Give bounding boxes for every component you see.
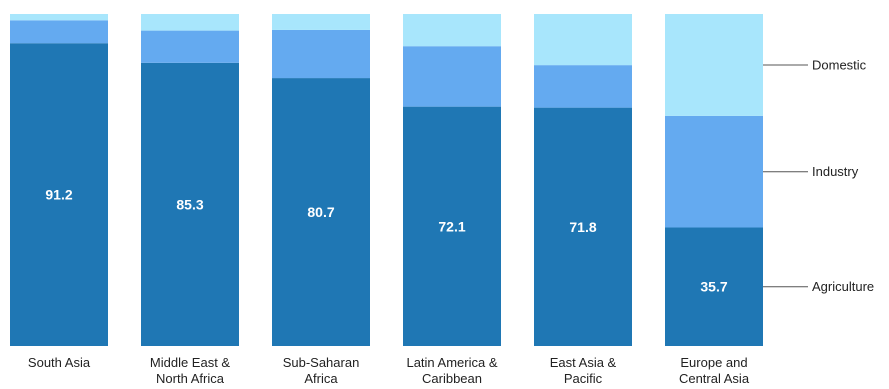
category-label-europe-and-central-asia-line2: Central Asia: [679, 371, 750, 386]
value-label-middle-east-and-north-africa: 85.3: [176, 196, 203, 212]
value-label-sub-saharan-africa: 80.7: [307, 204, 334, 220]
category-label-sub-saharan-africa-line2: Africa: [304, 371, 338, 386]
bar-latin-america-and-caribbean-industry: [403, 46, 501, 107]
category-label-east-asia-and-pacific-line2: Pacific: [564, 371, 603, 386]
bar-latin-america-and-caribbean-domestic: [403, 14, 501, 47]
category-label-sub-saharan-africa-line1: Sub-Saharan: [283, 355, 360, 370]
bar-east-asia-and-pacific-industry: [534, 65, 632, 108]
legend-label-domestic: Domestic: [812, 57, 867, 72]
bar-east-asia-and-pacific-agriculture: [534, 107, 632, 347]
category-label-middle-east-and-north-africa-line2: North Africa: [156, 371, 225, 386]
bar-latin-america-and-caribbean-agriculture: [403, 106, 501, 347]
bar-south-asia-industry: [10, 20, 108, 44]
category-label-latin-america-and-caribbean-line2: Caribbean: [422, 371, 482, 386]
bar-europe-and-central-asia-agriculture: [665, 227, 763, 346]
bar-middle-east-and-north-africa-industry: [141, 30, 239, 63]
bar-south-asia-domestic: [10, 14, 108, 21]
bar-middle-east-and-north-africa-agriculture: [141, 62, 239, 346]
legend-label-industry: Industry: [812, 164, 859, 179]
value-label-east-asia-and-pacific: 71.8: [569, 219, 596, 235]
bar-south-asia-agriculture: [10, 43, 108, 346]
bar-sub-saharan-africa-domestic: [272, 14, 370, 30]
category-label-europe-and-central-asia-line1: Europe and: [680, 355, 747, 370]
value-label-europe-and-central-asia: 35.7: [700, 279, 727, 295]
bar-europe-and-central-asia-domestic: [665, 14, 763, 116]
category-label-middle-east-and-north-africa-line1: Middle East &: [150, 355, 231, 370]
category-label-latin-america-and-caribbean-line1: Latin America &: [406, 355, 497, 370]
category-label-south-asia: South Asia: [28, 355, 91, 370]
bar-sub-saharan-africa-agriculture: [272, 78, 370, 347]
legend-label-agriculture: Agriculture: [812, 279, 874, 294]
bar-europe-and-central-asia-industry: [665, 115, 763, 228]
bar-middle-east-and-north-africa-domestic: [141, 14, 239, 31]
value-label-latin-america-and-caribbean: 72.1: [438, 218, 465, 234]
bar-east-asia-and-pacific-domestic: [534, 14, 632, 66]
category-label-east-asia-and-pacific-line1: East Asia &: [550, 355, 617, 370]
value-label-south-asia: 91.2: [45, 187, 72, 203]
bar-sub-saharan-africa-industry: [272, 29, 370, 79]
